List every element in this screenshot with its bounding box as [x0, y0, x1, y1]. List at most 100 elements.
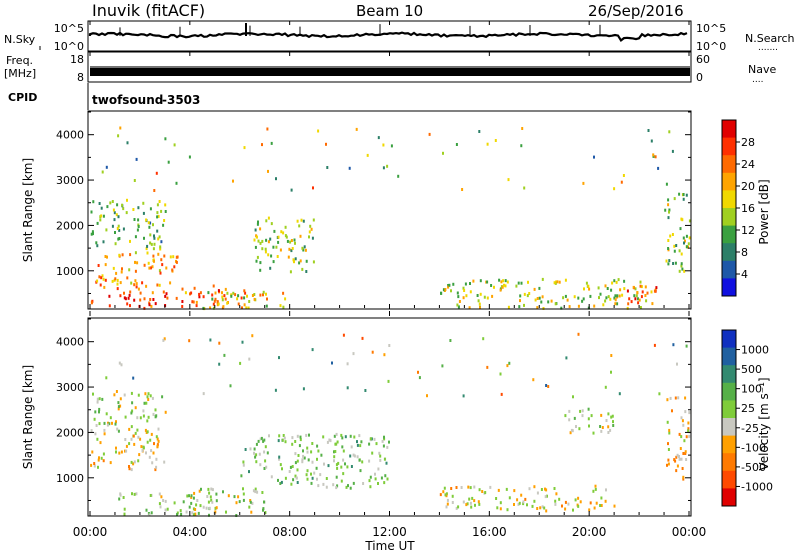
- data-cell: [218, 341, 221, 345]
- data-cell: [143, 236, 145, 240]
- data-cell: [564, 500, 567, 504]
- data-cell: [639, 306, 642, 309]
- data-cell: [678, 269, 681, 273]
- colorbar-tick-label: 16: [741, 202, 755, 215]
- data-cell: [130, 411, 133, 415]
- data-cell: [614, 294, 617, 298]
- data-cell: [595, 501, 598, 505]
- data-cell: [361, 460, 364, 464]
- data-cell: [259, 227, 262, 231]
- data-cell: [257, 239, 260, 243]
- data-cell: [317, 449, 320, 453]
- data-cell: [105, 165, 108, 169]
- data-cell: [294, 440, 297, 443]
- data-cell: [418, 376, 421, 380]
- data-cell: [532, 378, 535, 382]
- data-cell: [673, 249, 676, 253]
- data-cell: [255, 460, 258, 464]
- data-cell: [140, 445, 143, 449]
- data-cell: [123, 393, 126, 397]
- data-cell: [473, 485, 476, 489]
- data-cell: [121, 203, 124, 207]
- data-cell: [257, 220, 259, 224]
- data-cell: [682, 423, 685, 427]
- data-cell: [457, 295, 460, 299]
- data-cell: [103, 432, 106, 436]
- data-cell: [210, 487, 213, 491]
- data-cell: [118, 237, 121, 240]
- data-cell: [261, 143, 263, 147]
- data-cell: [611, 414, 614, 418]
- data-cell: [208, 513, 210, 517]
- data-cell: [277, 240, 280, 244]
- data-cell: [679, 447, 682, 450]
- data-cell: [296, 468, 299, 472]
- data-cell: [680, 252, 683, 256]
- data-cell: [506, 508, 509, 512]
- data-cell: [103, 285, 106, 289]
- data-cell: [640, 295, 643, 299]
- data-cell: [130, 391, 133, 395]
- data-cell: [98, 422, 101, 426]
- data-cell: [534, 298, 537, 302]
- data-cell: [90, 210, 93, 214]
- data-cell: [175, 255, 178, 259]
- data-cell: [340, 433, 343, 437]
- data-cell: [486, 280, 489, 284]
- data-cell: [327, 464, 330, 468]
- data-cell: [158, 492, 161, 496]
- data-cell: [553, 281, 556, 285]
- data-cell: [148, 266, 151, 270]
- data-cell: [148, 303, 151, 307]
- data-cell: [439, 493, 442, 497]
- data-cell: [344, 435, 347, 439]
- data-cell: [116, 427, 119, 431]
- data-cell: [248, 357, 251, 361]
- data-cell: [149, 233, 152, 237]
- data-cell: [469, 290, 472, 294]
- data-cell: [94, 432, 97, 436]
- data-cell: [253, 451, 255, 455]
- data-cell: [156, 215, 159, 219]
- colorbar-swatch: [722, 155, 736, 174]
- data-cell: [564, 294, 567, 298]
- data-cell: [115, 420, 117, 424]
- data-cell: [124, 438, 127, 441]
- data-cell: [291, 436, 294, 440]
- data-cell: [593, 304, 596, 308]
- data-cell: [133, 218, 136, 221]
- data-cell: [181, 300, 184, 303]
- data-cell: [146, 440, 149, 444]
- data-cell: [462, 394, 465, 398]
- data-cell: [224, 287, 227, 291]
- velocity-colorbar: 1000 500 100 25 -25 -100 -500 -1000: [721, 329, 773, 507]
- data-cell: [388, 440, 390, 444]
- data-cell: [259, 293, 262, 297]
- data-cell: [581, 299, 584, 303]
- data-cell: [359, 444, 362, 448]
- data-cell: [334, 450, 337, 453]
- colorbar-tick-label: -1000: [741, 480, 773, 493]
- data-cell: [383, 437, 386, 441]
- data-cell: [124, 297, 127, 301]
- data-cell: [277, 478, 279, 482]
- colorbar-tick-label: 24: [741, 158, 755, 171]
- data-cell: [484, 491, 487, 494]
- data-cell: [145, 451, 147, 455]
- data-cell: [377, 467, 380, 471]
- data-cell: [251, 294, 254, 297]
- data-cell: [342, 449, 345, 453]
- data-cell: [223, 353, 226, 357]
- data-cell: [597, 286, 600, 290]
- data-cell: [639, 280, 642, 284]
- data-cell: [298, 261, 301, 265]
- data-cell: [265, 219, 268, 223]
- data-cell: [504, 284, 507, 288]
- data-cell: [516, 498, 519, 502]
- data-cell: [227, 494, 230, 498]
- data-cell: [175, 181, 178, 185]
- data-cell: [260, 436, 263, 440]
- data-cell: [590, 414, 593, 418]
- data-cell: [158, 283, 161, 287]
- data-cell: [138, 453, 141, 457]
